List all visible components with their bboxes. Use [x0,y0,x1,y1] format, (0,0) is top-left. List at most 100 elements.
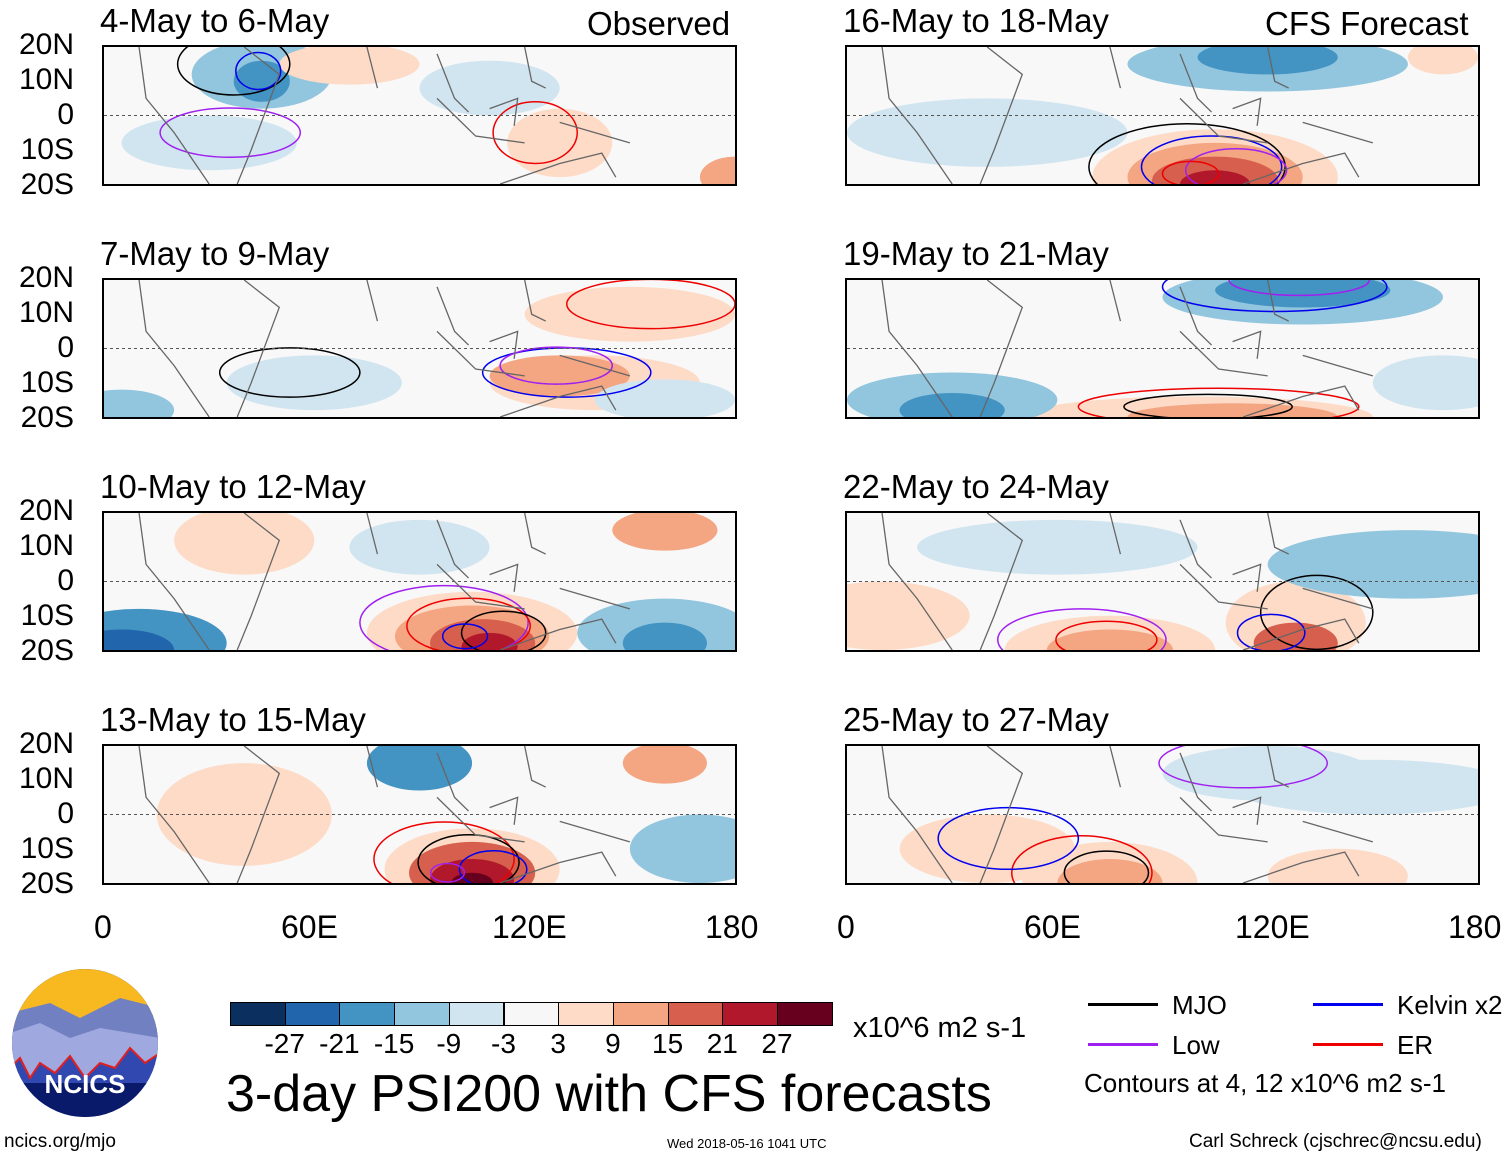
colorbar-swatch [448,1002,505,1026]
coastline [138,47,631,184]
contour-line [359,584,529,650]
legend-label: Low [1172,1030,1220,1060]
coastline [138,746,631,883]
timestamp: Wed 2018-05-16 1041 UTC [667,1136,827,1151]
forecast-header: CFS Forecast [1265,5,1469,42]
y-tick-label: 10N [18,529,74,562]
site-link[interactable]: ncics.org/mjo [4,1131,116,1152]
ncics-logo: NCICS [10,968,160,1118]
psi-anomaly-blob [847,98,1128,167]
colorbar-swatch [558,1002,614,1026]
psi-anomaly-blob [1180,170,1251,184]
contour-line [218,347,361,398]
coastline [881,280,1374,417]
psi-anomaly-blob [1267,848,1408,883]
colorbar-swatch [284,1002,341,1026]
psi-anomaly-blob [461,632,518,650]
psi-anomaly-blob [1215,280,1391,308]
contour-line [1259,574,1374,650]
observed-header: Observed [587,5,731,42]
contour-line [1011,834,1153,883]
x-tick-label: 120E [1235,909,1310,945]
y-tick-label: 20N [18,494,74,527]
psi-anomaly-blob [1046,629,1173,650]
contour-line [441,623,489,650]
contour-line [373,821,515,883]
y-tick-label: 10N [18,762,74,795]
author: Carl Schreck (cjschrec@ncsu.edu) [1189,1131,1482,1152]
psi-anomaly-blob [349,519,490,575]
psi-anomaly-blob [1232,759,1478,815]
colorbar-tick: 27 [761,1028,793,1059]
coastline [138,513,631,650]
legend-line-low [1088,1043,1158,1046]
y-tick-label: 10S [20,133,74,166]
panel-title: 13-May to 15-May [100,701,366,738]
y-tick-label: 20S [20,634,74,667]
colorbar-swatch [612,1002,669,1026]
panel-title: 10-May to 12-May [100,468,366,505]
x-tick-label: 180 [705,909,759,945]
psi-anomaly-blob [612,513,718,551]
y-tick-label: 20S [20,168,74,201]
map-panel [102,511,737,652]
contour-line [1077,387,1360,417]
contour-line [1063,850,1150,883]
psi-anomaly-blob [847,581,970,650]
colorbar-swatch [394,1002,450,1026]
psi-anomaly-blob [622,622,707,650]
y-tick-label: 10N [18,296,74,329]
y-tick-label: 20N [18,28,74,61]
map-panel [102,45,737,186]
colorbar-swatch [230,1002,286,1026]
psi-anomaly-blob [1253,622,1338,650]
colorbar-tick: 21 [706,1028,738,1059]
y-tick-label: 20S [20,401,74,434]
contour-line [235,51,282,91]
psi-anomaly-blob [699,156,735,184]
x-tick-label: 60E [1024,909,1081,945]
contour-line [460,610,547,650]
contour-line [159,107,302,159]
map-panel [845,45,1480,186]
colorbar-swatch [503,1002,560,1026]
y-tick-label: 20N [18,727,74,760]
colorbar-tick: -21 [319,1028,360,1059]
y-tick-label: 10S [20,366,74,399]
panel-title: 16-May to 18-May [843,2,1109,39]
legend-line-kelvin [1313,1003,1383,1006]
x-tick-label: 180 [1448,909,1502,945]
psi-anomaly-blob [899,814,1075,883]
colorbar-tick: 3 [550,1028,566,1059]
psi-anomaly-blob [1407,47,1478,75]
contour-line [1123,393,1293,417]
panel-title: 7-May to 9-May [100,235,330,272]
psi-anomaly-blob [917,519,1198,575]
map-panel [845,744,1480,885]
psi-anomaly-blob [622,746,707,784]
y-tick-label: 20S [20,867,74,900]
coastline [881,47,1374,184]
psi-anomaly-blob [366,746,473,791]
y-tick-label: 10S [20,832,74,865]
y-tick-label: 10S [20,599,74,632]
colorbar-tick: -15 [373,1028,415,1059]
legend-label: ER [1397,1030,1434,1060]
x-tick-label: 0 [837,909,855,945]
chart-title: 3-day PSI200 with CFS forecasts [226,1065,992,1123]
logo-text: NCICS [45,1069,126,1099]
panel-title: 25-May to 27-May [843,701,1109,738]
contour-line [997,608,1167,650]
contour-line [406,597,532,650]
map-panel [845,511,1480,652]
contour-line [1088,122,1286,184]
colorbar-tick: -3 [491,1028,516,1059]
legend-label: MJO [1172,990,1227,1020]
y-tick-label: 0 [57,331,74,364]
contour-line [499,346,614,385]
contour-line [937,806,1080,871]
contour-line [1161,160,1220,184]
contour-note: Contours at 4, 12 x10^6 m2 s-1 [1084,1068,1446,1098]
contour-line [1184,147,1288,184]
y-tick-label: 0 [57,564,74,597]
